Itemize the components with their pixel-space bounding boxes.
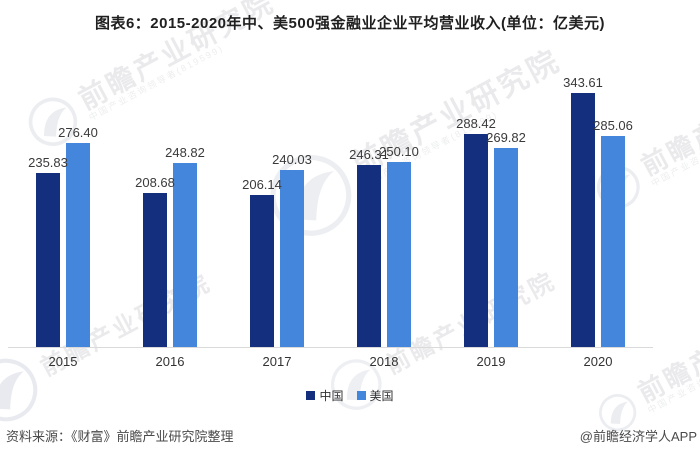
chart-title: 图表6：2015-2020年中、美500强金融业企业平均营业收入(单位：亿美元): [94, 15, 606, 32]
legend-swatch-usa: [356, 391, 366, 400]
x-axis-label-2018: 2018: [369, 354, 399, 369]
bar-china-2016: [143, 193, 167, 347]
bar-value-label-usa-2015: 276.40: [58, 125, 98, 140]
bar-china-2019: [464, 134, 488, 347]
bar-value-label-china-2017: 206.14: [242, 177, 282, 192]
bar-value-label-usa-2020: 285.06: [593, 118, 633, 133]
bar-usa-2015: [66, 143, 90, 347]
bar-china-2015: [36, 173, 60, 347]
bar-usa-2018: [387, 162, 411, 347]
bar-value-label-usa-2018: 250.10: [379, 144, 419, 159]
x-axis-label-2019: 2019: [476, 354, 506, 369]
bar-value-label-usa-2017: 240.03: [272, 152, 312, 167]
legend-label-china: 中国: [319, 389, 344, 403]
bar-usa-2017: [280, 170, 304, 347]
credit-note: @前瞻经济学人APP: [579, 429, 697, 444]
bar-value-label-china-2015: 235.83: [28, 155, 68, 170]
legend: 中国 美国: [0, 387, 700, 404]
bar-usa-2016: [173, 163, 197, 347]
bar-value-label-china-2016: 208.68: [135, 175, 175, 190]
source-note: 资料来源：《财富》前瞻产业研究院整理: [6, 429, 234, 444]
bar-value-label-usa-2019: 269.82: [486, 130, 526, 145]
legend-swatch-china: [306, 391, 316, 400]
bar-value-label-china-2019: 288.42: [456, 116, 496, 131]
legend-item-china: 中国: [306, 387, 344, 404]
bar-china-2017: [250, 195, 274, 347]
x-axis-label-2020: 2020: [583, 354, 613, 369]
x-axis-label-2017: 2017: [262, 354, 292, 369]
bar-value-label-china-2020: 343.61: [563, 75, 603, 90]
x-axis-label-2015: 2015: [48, 354, 78, 369]
bar-china-2020: [571, 93, 595, 347]
x-axis-line: [8, 347, 653, 348]
legend-item-usa: 美国: [356, 387, 394, 404]
legend-label-usa: 美国: [369, 389, 394, 403]
bar-value-label-china-2018: 246.31: [349, 147, 389, 162]
bar-china-2018: [357, 165, 381, 347]
x-axis-label-2016: 2016: [155, 354, 185, 369]
bar-usa-2019: [494, 148, 518, 347]
bar-usa-2020: [601, 136, 625, 347]
bar-value-label-usa-2016: 248.82: [165, 145, 205, 160]
